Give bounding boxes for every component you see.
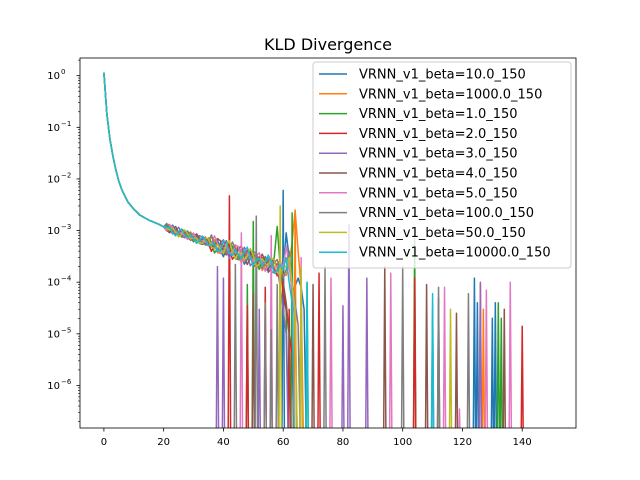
x-tick-label: 140 <box>513 437 532 448</box>
y-tick-exponent: −5 <box>61 326 71 334</box>
x-tick-label: 80 <box>337 437 350 448</box>
legend-label: VRNN_v1_beta=2.0_150 <box>359 127 518 142</box>
x-tick-label: 120 <box>453 437 472 448</box>
legend-label: VRNN_v1_beta=10.0_150 <box>359 68 526 83</box>
x-tick-label: 100 <box>393 437 412 448</box>
y-tick-exponent: −2 <box>61 171 71 179</box>
axes: 0 20 40 60 80 100 120 14010−610−510−410−310−210… <box>47 57 577 448</box>
chart-title: KLD Divergence <box>264 35 392 54</box>
legend-label: VRNN_v1_beta=50.0_150 <box>359 226 526 241</box>
y-tick-label: 10 <box>47 329 60 340</box>
y-tick-exponent: −3 <box>61 223 71 231</box>
x-tick-label: 20 <box>157 437 170 448</box>
y-tick-label: 10 <box>47 123 60 134</box>
y-tick-exponent: 0 <box>61 68 65 76</box>
legend-frame <box>312 61 572 269</box>
legend-label: VRNN_v1_beta=1.0_150 <box>359 107 518 122</box>
y-tick-exponent: −1 <box>61 120 71 128</box>
x-tick-label: 0 <box>101 437 107 448</box>
y-tick-label: 10 <box>47 278 60 289</box>
y-tick-exponent: −6 <box>61 378 72 386</box>
series-line-10 <box>103 72 435 428</box>
y-tick-exponent: −4 <box>61 275 72 283</box>
axes-frame <box>79 57 577 429</box>
legend-label: VRNN_v1_beta=5.0_150 <box>359 186 518 201</box>
legend-label: VRNN_v1_beta=1000.0_150 <box>359 87 542 102</box>
legend-label: VRNN_v1_beta=100.0_150 <box>359 206 534 221</box>
y-tick-label: 10 <box>47 226 60 237</box>
legend-label: VRNN_v1_beta=3.0_150 <box>359 147 518 162</box>
y-tick-label: 10 <box>47 174 60 185</box>
series-line-9 <box>103 72 453 428</box>
x-tick-label: 60 <box>277 437 290 448</box>
x-tick-label: 40 <box>217 437 230 448</box>
y-tick-label: 10 <box>47 71 60 82</box>
legend: VRNN_v1_beta=10.0_150 VRNN_v1_beta=1000.0… <box>312 61 572 269</box>
legend-label: VRNN_v1_beta=4.0_150 <box>359 167 518 182</box>
y-tick-label: 10 <box>47 381 60 392</box>
legend-label: VRNN_v1_beta=10000.0_150 <box>359 246 551 261</box>
